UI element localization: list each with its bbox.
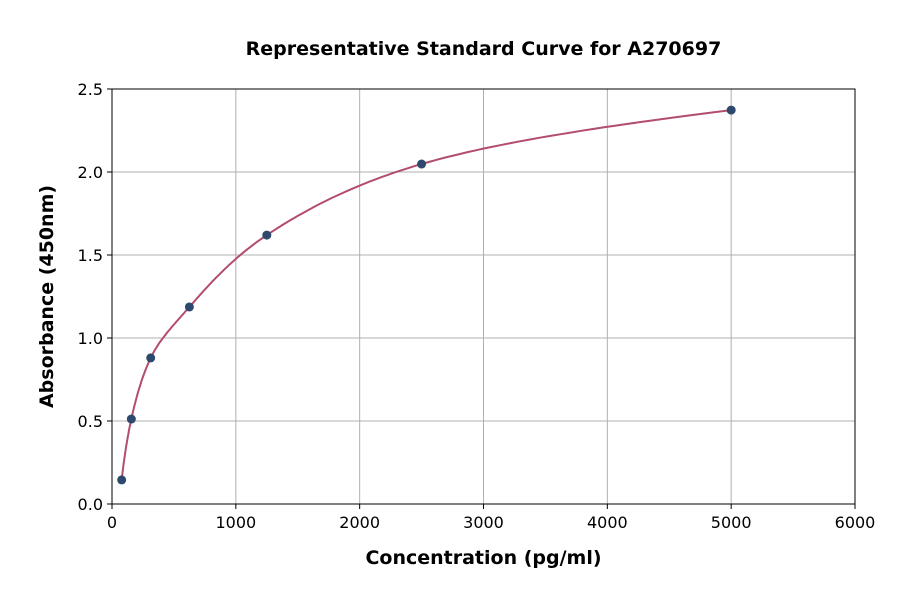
data-point (726, 105, 736, 115)
x-tick-label: 6000 (835, 513, 876, 532)
axis-ticks: 0 1000 2000 3000 4000 5000 6000 0.0 0.5 1.0 1.5 2.0… (78, 80, 876, 532)
data-point (417, 159, 427, 169)
y-tick-label: 1.5 (78, 246, 103, 265)
y-tick-label: 0.5 (78, 412, 103, 431)
data-point (146, 353, 156, 363)
y-tick-label: 2.0 (78, 163, 103, 182)
fit-curve (120, 109, 732, 480)
y-tick-label: 2.5 (78, 80, 103, 99)
x-tick-label: 4000 (587, 513, 628, 532)
x-axis-label: Concentration (pg/ml) (365, 547, 601, 569)
x-tick-label: 3000 (463, 513, 504, 532)
x-tick-label: 1000 (215, 513, 256, 532)
data-point (126, 414, 136, 424)
y-tick-label: 1.0 (78, 329, 103, 348)
data-point (117, 475, 127, 485)
y-tick-label: 0.0 (78, 495, 103, 514)
x-tick-label: 5000 (711, 513, 752, 532)
data-point (184, 302, 194, 312)
x-tick-label: 0 (107, 513, 117, 532)
grid-lines (111, 88, 856, 505)
data-point (262, 230, 272, 240)
chart-title: Representative Standard Curve for A27069… (245, 38, 722, 60)
data-points (117, 105, 736, 485)
y-axis-label: Absorbance (450nm) (36, 185, 58, 408)
x-tick-label: 2000 (339, 513, 380, 532)
